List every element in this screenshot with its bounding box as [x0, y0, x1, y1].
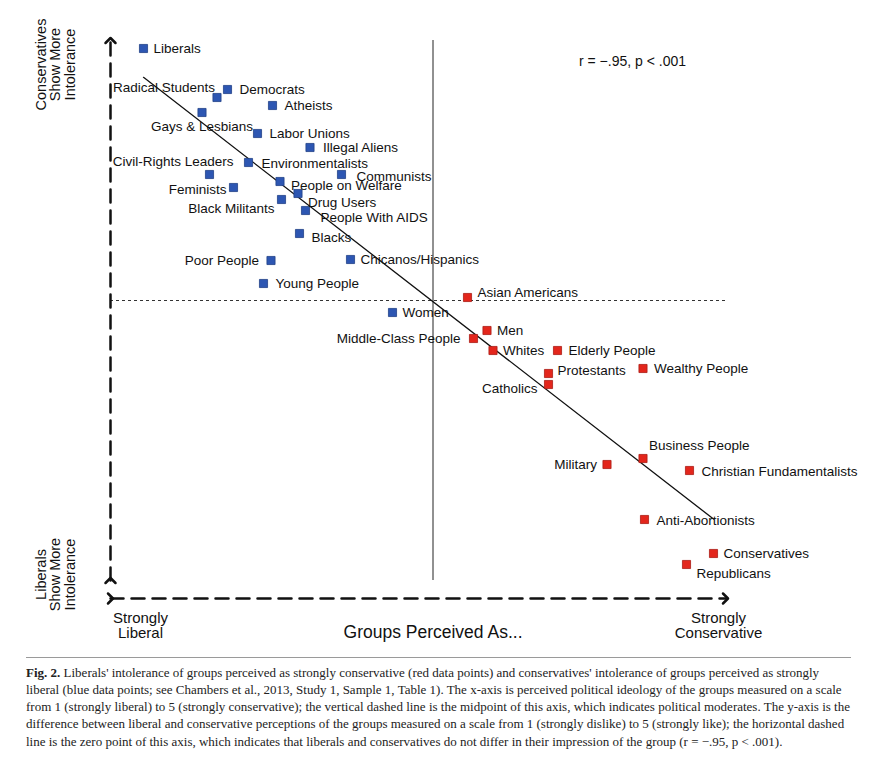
svg-text:Middle-Class People: Middle-Class People: [337, 331, 461, 346]
svg-text:Blacks: Blacks: [312, 230, 352, 245]
svg-text:Conservatives: Conservatives: [724, 546, 810, 561]
svg-text:Feminists: Feminists: [169, 182, 227, 197]
svg-text:Poor People: Poor People: [185, 253, 259, 268]
svg-text:Civil-Rights Leaders: Civil-Rights Leaders: [113, 154, 234, 169]
svg-text:Democrats: Democrats: [240, 82, 306, 97]
svg-text:Military: Military: [554, 457, 597, 472]
svg-text:Republicans: Republicans: [697, 566, 772, 581]
svg-text:Men: Men: [497, 323, 523, 338]
svg-text:Protestants: Protestants: [558, 363, 627, 378]
svg-text:People With AIDS: People With AIDS: [321, 210, 428, 225]
svg-text:Asian Americans: Asian Americans: [478, 285, 579, 300]
svg-text:Wealthy People: Wealthy People: [654, 361, 748, 376]
svg-text:Women: Women: [403, 305, 449, 320]
svg-text:StronglyLiberal: StronglyLiberal: [113, 609, 169, 641]
svg-text:Catholics: Catholics: [482, 381, 538, 396]
svg-text:Elderly People: Elderly People: [569, 343, 656, 358]
svg-text:Chicanos/Hispanics: Chicanos/Hispanics: [361, 252, 480, 267]
svg-text:People on Welfare: People on Welfare: [291, 178, 402, 193]
svg-text:Environmentalists: Environmentalists: [262, 156, 369, 171]
svg-text:Atheists: Atheists: [285, 98, 333, 113]
svg-text:Christian Fundamentalists: Christian Fundamentalists: [702, 464, 858, 479]
svg-text:Gays & Lesbians: Gays & Lesbians: [151, 119, 253, 134]
svg-text:Radical Students: Radical Students: [113, 80, 215, 95]
svg-text:Anti-Abortionists: Anti-Abortionists: [657, 513, 756, 528]
svg-text:Communists: Communists: [356, 168, 432, 184]
svg-text:LiberalsShow MoreIntolerance: LiberalsShow MoreIntolerance: [33, 538, 78, 611]
svg-text:Illegal Aliens: Illegal Aliens: [323, 140, 398, 155]
svg-text:StronglyConservative: StronglyConservative: [675, 609, 763, 641]
svg-text:Black Militants: Black Militants: [188, 201, 275, 216]
svg-text:r = −.95, p < .001: r = −.95, p < .001: [579, 53, 686, 69]
svg-text:Whites: Whites: [503, 343, 545, 358]
svg-text:Groups Perceived As...: Groups Perceived As...: [344, 622, 523, 642]
html-text:Fig. 2. Liberals' intolerance: Fig. 2. Liberals' intolerance of groups …: [26, 665, 850, 749]
svg-text:Business People: Business People: [649, 438, 750, 453]
svg-text:Labor Unions: Labor Unions: [270, 126, 351, 141]
svg-text:Drug Users: Drug Users: [308, 195, 377, 210]
svg-text:Young People: Young People: [276, 276, 360, 291]
svg-text:Liberals: Liberals: [154, 41, 202, 56]
svg-text:ConservativesShow MoreIntolera: ConservativesShow MoreIntolerance: [33, 19, 78, 111]
